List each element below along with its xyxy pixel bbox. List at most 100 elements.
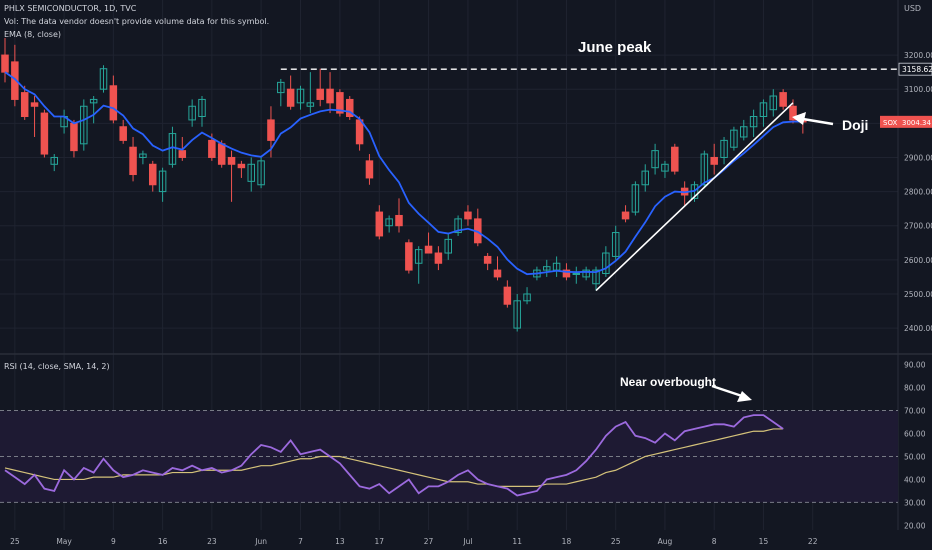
price-axis: 2400.00 2500.00 2600.00 2700.00 2800.00 2900.… bbox=[880, 51, 932, 530]
candle-body bbox=[661, 163, 669, 172]
candle-body bbox=[296, 88, 305, 104]
last-price-label: 3004.34 bbox=[902, 119, 931, 127]
candle-body bbox=[247, 163, 255, 182]
candle bbox=[109, 75, 118, 124]
time-tick-label: 22 bbox=[808, 537, 818, 546]
candle-body bbox=[129, 146, 137, 176]
candle bbox=[631, 181, 640, 216]
candle bbox=[572, 266, 581, 284]
candle bbox=[543, 259, 551, 277]
june-peak-annotation: June peak bbox=[578, 39, 652, 56]
time-tick-label: 27 bbox=[424, 537, 434, 546]
time-tick-label: 9 bbox=[111, 537, 116, 546]
candle-body bbox=[365, 160, 374, 179]
candle bbox=[651, 143, 659, 175]
candle-body bbox=[139, 153, 147, 158]
time-tick-label: 11 bbox=[512, 537, 522, 546]
candle-body bbox=[188, 105, 196, 121]
candle bbox=[237, 160, 246, 178]
candle-body bbox=[779, 92, 787, 107]
candle-body bbox=[237, 163, 246, 169]
annotation-lines bbox=[280, 68, 898, 292]
candle-body bbox=[149, 163, 157, 186]
price-tick-label: 3200.00 bbox=[904, 51, 932, 60]
candle-body bbox=[621, 211, 630, 220]
candle-body bbox=[720, 139, 728, 158]
candle-body bbox=[20, 92, 29, 117]
candle-body bbox=[631, 184, 640, 213]
candle bbox=[395, 198, 403, 233]
time-tick-label: 8 bbox=[712, 537, 717, 546]
candle bbox=[680, 181, 689, 206]
candle-body bbox=[50, 156, 58, 165]
candle-body bbox=[286, 88, 295, 107]
candle-body bbox=[198, 98, 206, 118]
candle bbox=[671, 143, 679, 175]
candle bbox=[582, 266, 590, 281]
price-tick-label: 2700.00 bbox=[904, 222, 932, 231]
candle-body bbox=[572, 273, 581, 275]
price-tick-label: 2500.00 bbox=[904, 290, 932, 299]
candle-body bbox=[40, 112, 49, 155]
candle-body bbox=[483, 255, 492, 264]
near-overbought-annotation: Near overbought bbox=[620, 375, 716, 389]
candle-body bbox=[671, 146, 679, 172]
candle bbox=[80, 99, 88, 151]
price-tick-label: 2600.00 bbox=[904, 256, 932, 265]
time-tick-label: 18 bbox=[562, 537, 572, 546]
price-tick-label: 3100.00 bbox=[904, 85, 932, 94]
rsi-tick-label: 20.00 bbox=[904, 521, 926, 530]
candle-body bbox=[326, 88, 334, 104]
last-price-symbol: SOX bbox=[883, 119, 898, 127]
candle-body bbox=[611, 232, 620, 257]
candle-body bbox=[30, 102, 39, 107]
candle bbox=[434, 246, 443, 271]
candle-body bbox=[749, 116, 758, 128]
candle bbox=[474, 208, 482, 247]
ema-line bbox=[4, 71, 803, 276]
price-tick-label: 2400.00 bbox=[904, 324, 932, 333]
candle bbox=[730, 126, 738, 151]
rsi-tick-label: 50.00 bbox=[904, 452, 926, 461]
candle-body bbox=[1, 54, 9, 73]
rsi-tick-label: 70.00 bbox=[904, 407, 926, 416]
candle-body bbox=[464, 211, 472, 220]
candle-body bbox=[651, 150, 659, 169]
candle bbox=[119, 119, 127, 144]
time-axis: 25 May 9 16 23 Jun 7 13 17 27 Jul 11 18 25 Aug 8 15 22 bbox=[10, 537, 818, 546]
candle bbox=[611, 225, 620, 260]
candle-body bbox=[119, 126, 127, 141]
candle-body bbox=[109, 85, 118, 121]
candle bbox=[158, 167, 167, 202]
candle bbox=[20, 85, 29, 120]
candle bbox=[523, 287, 531, 305]
currency-label: USD bbox=[904, 4, 922, 13]
candle bbox=[50, 154, 58, 172]
ema-series bbox=[4, 71, 803, 276]
candle bbox=[149, 160, 157, 192]
candle bbox=[483, 253, 492, 271]
candle bbox=[493, 256, 502, 281]
candle-body bbox=[306, 102, 315, 107]
candle bbox=[424, 232, 433, 254]
candle-body bbox=[592, 269, 600, 285]
rsi-line bbox=[4, 414, 784, 497]
candle bbox=[464, 205, 472, 226]
candle bbox=[375, 205, 384, 240]
candle bbox=[444, 232, 452, 260]
candle bbox=[326, 72, 334, 114]
time-tick-label: Aug bbox=[658, 537, 673, 546]
candle-body bbox=[523, 293, 531, 302]
candle bbox=[257, 157, 265, 189]
time-tick-label: 17 bbox=[375, 537, 385, 546]
candle-body bbox=[434, 252, 443, 264]
time-tick-label: May bbox=[56, 537, 72, 546]
time-tick-label: 7 bbox=[298, 537, 303, 546]
rsi-legend: RSI (14, close, SMA, 14, 2) bbox=[4, 362, 110, 371]
candle bbox=[513, 293, 521, 332]
candle-body bbox=[395, 214, 403, 227]
rsi-tick-label: 40.00 bbox=[904, 475, 926, 484]
candle-body bbox=[99, 68, 108, 90]
candle bbox=[129, 136, 137, 182]
